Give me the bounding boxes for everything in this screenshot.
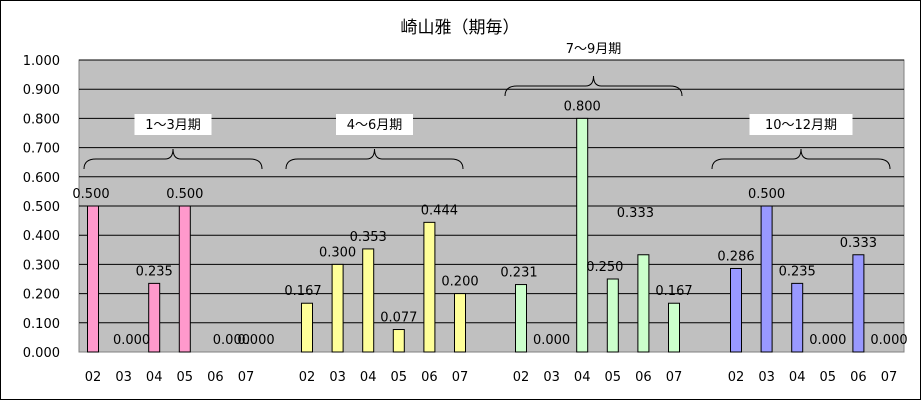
x-tick-label: 03 [543,370,560,385]
x-tick-label: 04 [146,370,163,385]
data-label: 0.300 [319,245,356,260]
y-tick-label: 0.200 [23,288,60,303]
y-tick-label: 0.900 [23,83,60,98]
data-label: 0.800 [564,99,601,114]
x-tick-label: 03 [329,370,346,385]
group-label: 4～6月期 [347,118,403,133]
group-brace [711,148,891,170]
bar [760,205,773,353]
x-axis-ticks: 02 03 04 05 06 07 02 03 04 05 06 07 02 03 04 05 06 07 02 03… [85,370,898,385]
data-label: 0.000 [213,333,250,348]
x-tick-label: 04 [789,370,806,385]
data-label: 0.167 [655,284,692,299]
x-tick-label: 07 [881,370,898,385]
bar [178,205,191,353]
bar [331,263,344,353]
group-label: 7～9月期 [566,42,622,57]
x-tick-label: 02 [85,370,102,385]
data-label: 0.333 [617,206,654,221]
data-label: 0.000 [113,333,150,348]
y-tick-label: 0.100 [23,317,60,332]
group-brace [285,148,464,170]
x-tick-label: 06 [635,370,652,385]
data-label: 0.250 [586,260,623,275]
bar [852,254,865,353]
x-tick-label: 05 [605,370,622,385]
x-tick-label: 05 [391,370,408,385]
data-label: 0.500 [72,187,109,202]
bar [301,302,313,353]
y-tick-label: 0.800 [23,112,60,127]
bar [454,293,466,353]
bar [515,284,527,353]
group-label-box [555,38,632,59]
x-tick-label: 02 [299,370,316,385]
bar [362,248,375,353]
group-brace [504,75,683,97]
bar [730,267,742,353]
y-tick-label: 0.400 [23,229,60,244]
data-label: 0.235 [136,264,173,279]
x-tick-label: 03 [115,370,132,385]
bar [791,282,804,353]
x-tick-label: 07 [238,370,255,385]
x-tick-label: 05 [177,370,194,385]
x-tick-label: 03 [758,370,775,385]
data-label: 0.231 [500,266,537,281]
chart-title: 崎山雅（期毎） [401,18,520,38]
group-label-box [134,114,212,135]
group-brace [83,148,263,170]
y-axis-ticks: 0.000 0.100 0.200 0.300 0.400 0.500 0.600 0.700… [23,54,60,361]
bars [87,117,865,353]
data-label: 0.353 [350,230,387,245]
x-tick-label: 02 [728,370,745,385]
y-tick-label: 0.500 [23,200,60,215]
x-tick-label: 04 [360,370,377,385]
bar [423,221,436,353]
bar [392,329,405,353]
bar [606,278,619,353]
group-label-box [336,114,413,135]
group-label-box [749,114,853,135]
data-label: 0.333 [840,236,877,251]
data-label: 0.077 [380,311,417,326]
x-tick-label: 05 [820,370,837,385]
group-label: 10～12月期 [765,118,837,133]
data-label: 0.000 [533,333,570,348]
x-tick-label: 04 [574,370,591,385]
data-label: 0.500 [748,187,785,202]
x-tick-label: 06 [421,370,438,385]
data-label: 0.235 [779,264,816,279]
data-labels: 0.5000.0000.2350.5000.0000.0000.1670.300… [72,99,907,348]
data-label: 0.000 [809,333,846,348]
y-tick-label: 0.000 [23,346,60,361]
data-label: 0.167 [284,284,321,299]
x-tick-label: 02 [513,370,530,385]
x-tick-label: 07 [666,370,683,385]
x-tick-label: 07 [452,370,469,385]
bar [637,254,650,353]
data-label: 0.444 [421,203,458,218]
y-tick-label: 0.600 [23,171,60,186]
data-label: 0.286 [717,249,754,264]
x-tick-label: 06 [207,370,224,385]
bar [668,302,680,353]
group-braces: 1～3月期 4～6月期 7～9月期 10～12月期 [83,38,891,170]
bar [87,205,99,353]
bar [576,117,589,353]
y-tick-label: 0.300 [23,258,60,273]
data-label: 0.000 [237,333,274,348]
y-tick-label: 1.000 [23,54,60,69]
data-label: 0.500 [166,187,203,202]
data-label: 0.000 [870,333,907,348]
data-label: 0.200 [441,275,478,290]
group-label: 1～3月期 [145,118,201,133]
bar [148,282,161,353]
x-tick-label: 06 [850,370,867,385]
y-tick-label: 0.700 [23,142,60,157]
